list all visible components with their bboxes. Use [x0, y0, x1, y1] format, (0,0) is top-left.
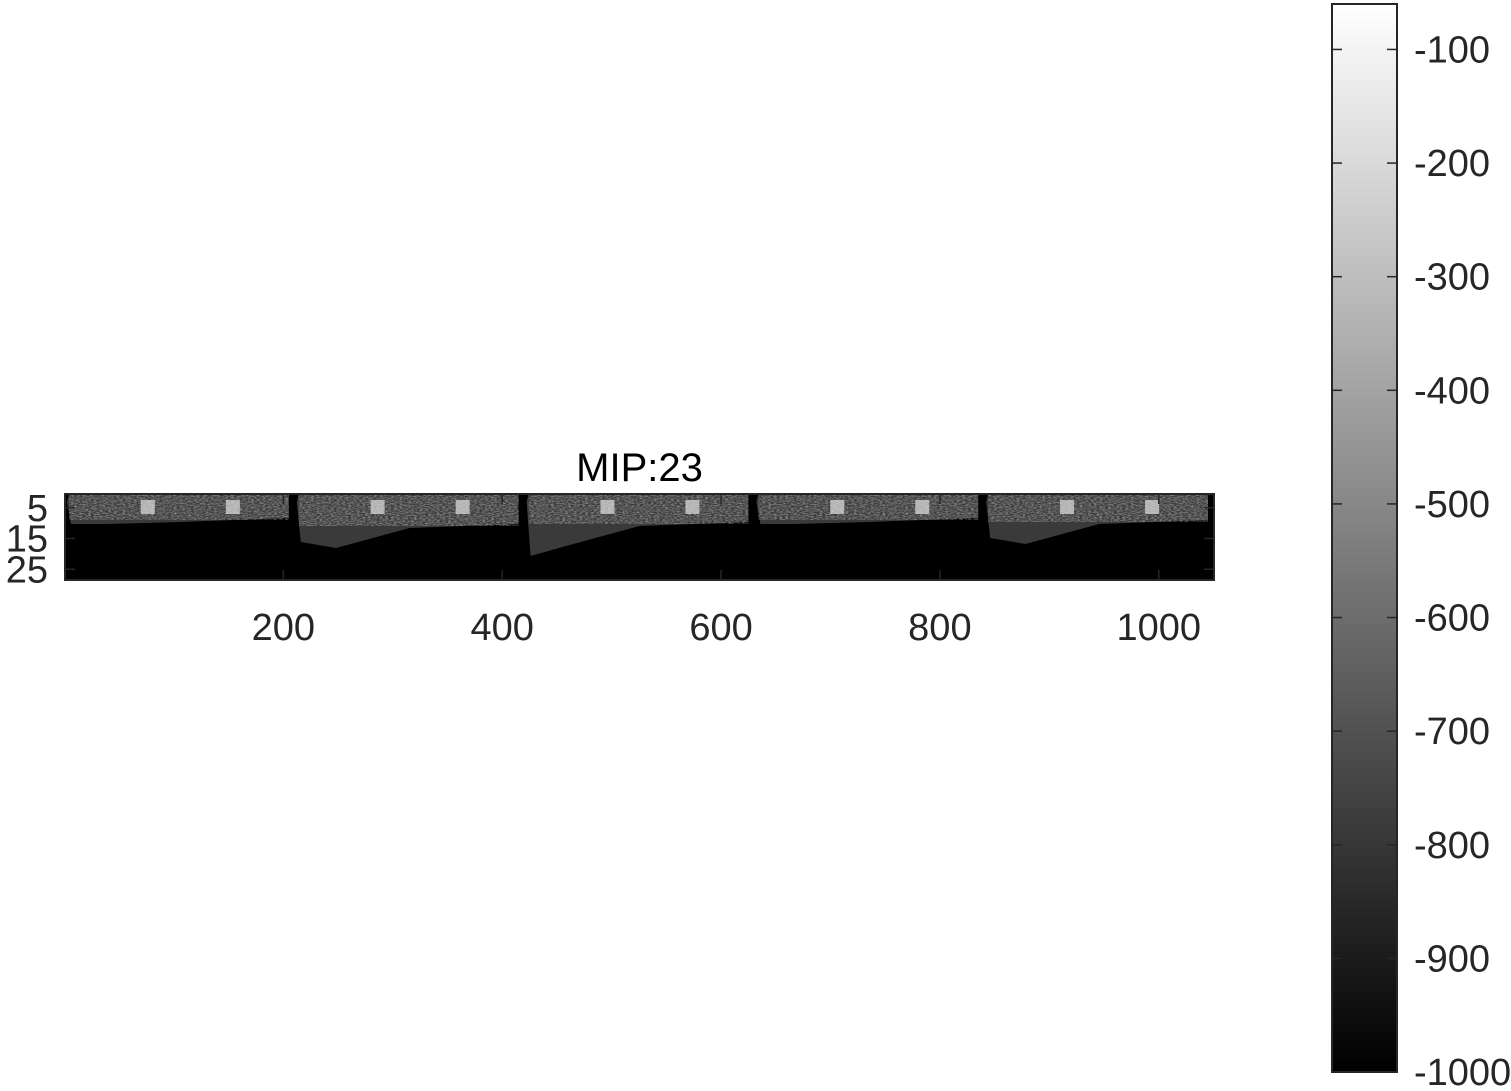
x-tick-label: 800	[908, 607, 971, 649]
colorbar-tick-label: -100	[1414, 29, 1490, 71]
bright-structure	[685, 500, 700, 514]
tissue-texture	[758, 494, 979, 520]
x-tick-label: 400	[470, 607, 533, 649]
image-panel	[526, 494, 749, 556]
y-tick-label: 5	[27, 488, 48, 530]
image-panels	[67, 494, 1208, 556]
bright-structure	[830, 500, 845, 514]
bright-structure	[1145, 500, 1160, 514]
image-panel	[67, 494, 289, 524]
colorbar-tick-label: -300	[1414, 257, 1490, 299]
tissue-texture	[528, 494, 749, 524]
image-axes-frame	[64, 493, 1215, 581]
y-tick-label: 15	[6, 519, 48, 561]
tissue-texture	[69, 494, 289, 520]
y-tick-label: 25	[6, 549, 48, 591]
x-axis-ticks: 200 400 600 800 1000	[252, 494, 1201, 649]
x-tick-label: 200	[252, 607, 315, 649]
colorbar-tick-label: -500	[1414, 484, 1490, 526]
image-panel	[986, 494, 1208, 544]
bright-structure	[915, 500, 930, 514]
x-tick-label: 1000	[1116, 607, 1201, 649]
bright-structure	[600, 500, 615, 514]
chart-title: MIP:23	[576, 446, 703, 490]
colorbar-ticks: -100 -200 -300 -400 -500 -600 -700 -800 -900 -100…	[1332, 29, 1511, 1091]
colorbar-tick-label: -1000	[1414, 1052, 1511, 1091]
colorbar-tick-label: -800	[1414, 825, 1490, 867]
bright-structure	[455, 500, 470, 514]
colorbar-tick-label: -600	[1414, 598, 1490, 640]
colorbar-tick-label: -200	[1414, 143, 1490, 185]
colorbar	[1331, 3, 1398, 1073]
image-panel	[756, 494, 979, 524]
colorbar-tick-label: -700	[1414, 711, 1490, 753]
bright-structure	[370, 500, 385, 514]
bright-structure	[1060, 500, 1075, 514]
colorbar-tick-label: -400	[1414, 370, 1490, 412]
mip-image	[65, 494, 1214, 580]
bright-structure	[140, 500, 155, 514]
tissue-texture	[298, 494, 519, 526]
x-tick-label: 600	[689, 607, 752, 649]
bright-structure	[225, 500, 240, 514]
colorbar-tick-label: -900	[1414, 938, 1490, 980]
image-panel	[296, 494, 519, 548]
tissue-texture	[988, 494, 1208, 522]
